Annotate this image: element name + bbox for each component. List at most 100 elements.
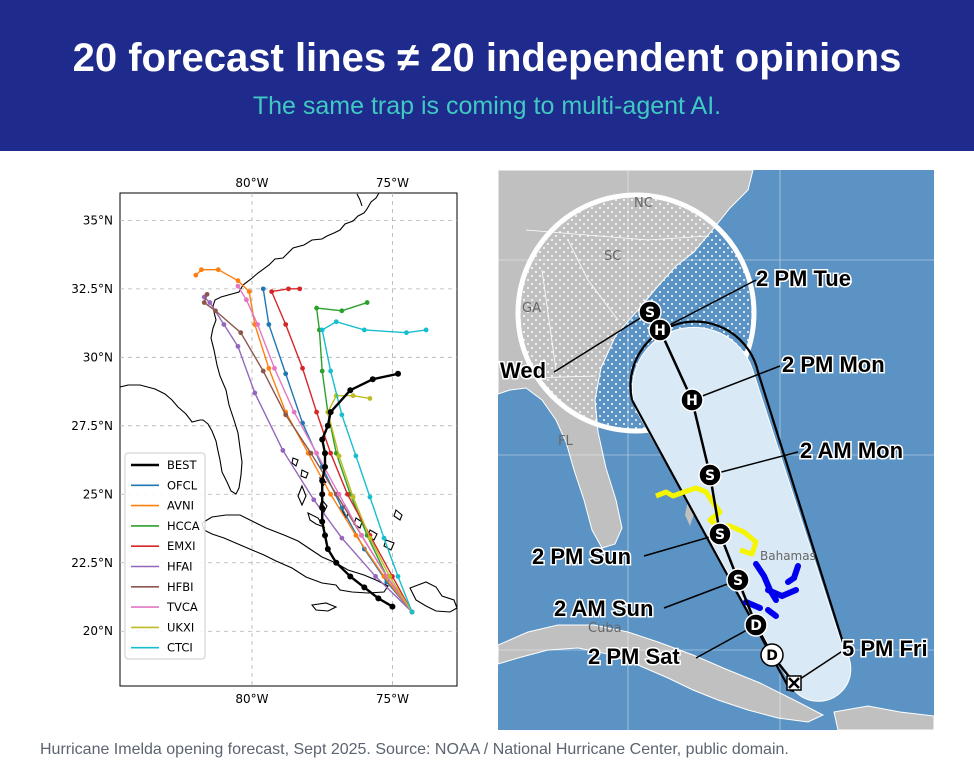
- series-point-best: [324, 422, 331, 429]
- series-point-tvca: [336, 491, 342, 497]
- series-point-best: [327, 409, 334, 416]
- series-point-emxi: [345, 491, 350, 497]
- series-point-tvca: [255, 322, 261, 327]
- hispaniola-outline: [409, 581, 458, 613]
- series-point-avni: [199, 267, 204, 273]
- series-point-ctci: [404, 330, 409, 336]
- series-point-ofcl: [339, 505, 345, 511]
- spaghetti-model-plot: 80°W 80°W 75°W 75°W 35°N 32.5°N 30°N 27.5°N 25°N…: [71, 176, 458, 705]
- track-marker-letter: S: [733, 573, 743, 589]
- series-point-tvca: [243, 297, 249, 303]
- series-point-best: [322, 532, 329, 539]
- series-point-ofcl: [266, 322, 272, 327]
- time-label-5pm-fri: 5 PM Fri: [842, 636, 928, 661]
- x-tick-label-top: 80°W: [235, 176, 268, 190]
- series-point-hfbi: [201, 300, 207, 305]
- series-point-ctci: [328, 368, 334, 374]
- series-point-hfbi: [238, 330, 244, 336]
- series-point-emxi: [269, 289, 275, 294]
- page-subtitle: The same trap is coming to multi-agent A…: [252, 92, 722, 120]
- place-label-sc: SC: [604, 249, 621, 264]
- series-point-hfai: [207, 300, 213, 305]
- legend-label-avni: AVNI: [167, 499, 194, 513]
- header-banner: 20 forecast lines ≠ 20 independent opini…: [0, 0, 974, 151]
- series-point-ofcl: [283, 371, 289, 377]
- series-point-avni: [215, 267, 221, 273]
- nhc-cone-map: NC SC GA FL Cuba Bahamas 2 PM Tue 2 PM M…: [498, 170, 934, 730]
- cuba-outline: [201, 514, 389, 594]
- hispaniola-land: [833, 705, 934, 730]
- track-marker-letter: S: [715, 527, 725, 543]
- series-point-hfbi: [283, 412, 289, 418]
- time-label-2pm-tue: 2 PM Tue: [756, 266, 851, 291]
- forecast-cone: [631, 326, 852, 702]
- series-point-tvca: [272, 365, 277, 371]
- series-point-avni: [353, 532, 359, 538]
- series-point-best: [369, 376, 376, 383]
- track-marker-circle: [648, 318, 672, 342]
- track-marker-letter: H: [654, 323, 666, 339]
- time-label-2pm-mon: 2 PM Mon: [782, 352, 885, 377]
- series-point-emxi: [286, 286, 291, 292]
- track-marker-circle: [680, 388, 704, 412]
- legend-label-emxi: EMXI: [167, 539, 195, 553]
- place-label-ga: GA: [522, 301, 541, 316]
- series-point-ukxi: [350, 393, 356, 399]
- track-marker-circle: [744, 613, 768, 637]
- gulf-coastline: [119, 384, 201, 423]
- series-point-ctci: [423, 327, 429, 333]
- series-point-hcca: [319, 368, 325, 374]
- track-marker-circle: [760, 643, 784, 667]
- series-point-best: [319, 518, 326, 525]
- series-line-ctci: [321, 320, 427, 613]
- series-point-best: [322, 463, 329, 470]
- series-point-best: [319, 491, 326, 498]
- series-point-avni: [328, 491, 334, 497]
- series-point-best: [347, 573, 354, 580]
- series-point-ukxi: [350, 494, 356, 500]
- series-point-hfbi: [213, 308, 218, 314]
- series-point-ctci: [319, 327, 325, 333]
- series-point-emxi: [300, 365, 305, 371]
- series-point-emxi: [297, 286, 303, 292]
- series-point-best: [333, 559, 340, 566]
- series-point-emxi: [328, 450, 334, 456]
- y-tick-label: 22.5°N: [71, 556, 113, 570]
- x-tick-label-top: 75°W: [376, 176, 409, 190]
- series-point-hfbi: [260, 368, 266, 374]
- place-label-cuba: Cuba: [588, 621, 622, 636]
- series-point-ukxi: [336, 453, 342, 459]
- series-point-best: [319, 477, 326, 484]
- legend-label-best: BEST: [167, 458, 197, 472]
- legend-label-ctci: CTCI: [167, 641, 193, 655]
- legend-label-hfbi: HFBI: [167, 580, 194, 594]
- track-marker-circle: [638, 300, 662, 324]
- track-marker-letter: S: [705, 468, 715, 484]
- series-point-hfbi: [308, 450, 314, 456]
- series-point-ctci: [381, 535, 387, 541]
- track-marker-circle: [708, 522, 732, 546]
- series-point-emxi: [314, 409, 319, 415]
- legend-label-ofcl: OFCL: [167, 478, 198, 492]
- y-tick-label: 32.5°N: [71, 282, 113, 296]
- time-label-2am-mon: 2 AM Mon: [800, 438, 903, 463]
- series-point-best: [395, 370, 402, 377]
- series-point-hfai: [339, 535, 345, 541]
- series-point-hcca: [339, 308, 345, 314]
- page-title: 20 forecast lines ≠ 20 independent opini…: [72, 36, 902, 80]
- series-point-best: [319, 436, 326, 443]
- series-point-ctci: [333, 319, 339, 325]
- series-point-best: [324, 546, 331, 553]
- y-tick-label: 27.5°N: [71, 419, 113, 433]
- series-point-avni: [246, 289, 252, 294]
- place-label-bahamas: Bahamas: [760, 549, 816, 563]
- series-point-ctci: [339, 412, 345, 418]
- series-point-hfai: [252, 390, 258, 396]
- series-point-ofcl: [260, 286, 266, 292]
- jamaica-outline: [310, 602, 338, 612]
- series-point-hfai: [311, 497, 317, 503]
- time-label-2am-sun: 2 AM Sun: [554, 596, 653, 621]
- legend-label-tvca: TVCA: [166, 600, 198, 614]
- series-point-hfai: [280, 448, 286, 453]
